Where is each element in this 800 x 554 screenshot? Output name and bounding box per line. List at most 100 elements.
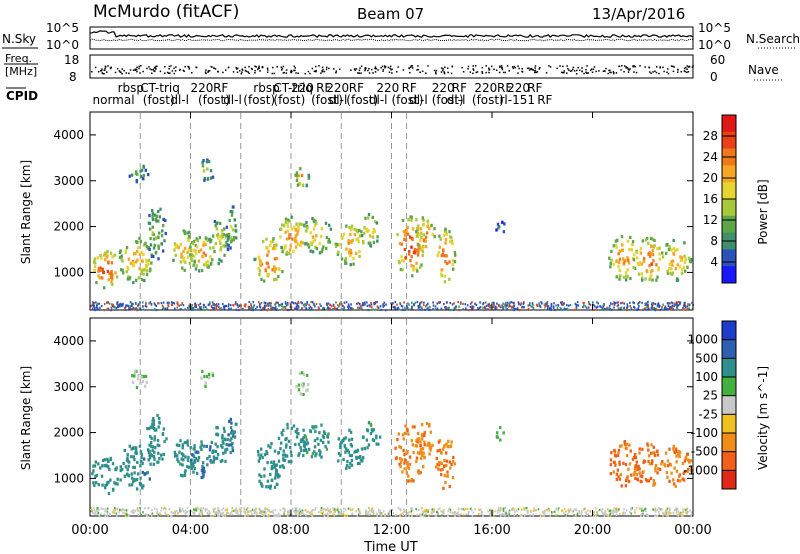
echo-cell: [201, 369, 204, 373]
echo-cell: [200, 475, 203, 480]
scatter-cell: [213, 510, 216, 513]
scatter-cell: [500, 509, 502, 512]
cpid-mode-label: (fost): [346, 93, 378, 107]
echo-cell: [314, 245, 317, 249]
echo-cell: [656, 449, 659, 453]
scatter-cell: [642, 308, 644, 311]
velocity-ylabel: Slant Range [km]: [19, 366, 33, 470]
scatter-cell: [217, 514, 219, 517]
echo-cell: [420, 231, 423, 235]
scatter-cell: [93, 305, 95, 308]
echo-cell: [320, 423, 323, 427]
echo-cell: [120, 257, 123, 261]
scatter-cell: [367, 512, 369, 515]
scatter-cell: [188, 304, 190, 307]
scatter-cell: [279, 509, 282, 512]
scatter-cell: [321, 512, 324, 515]
scatter-cell: [457, 300, 459, 304]
echo-cell: [416, 451, 420, 455]
echo-cell: [415, 459, 418, 464]
echo-cell: [657, 467, 660, 471]
echo-cell: [269, 445, 272, 449]
echo-cell: [183, 473, 187, 478]
echo-cell: [297, 383, 301, 387]
scatter-cell: [544, 509, 546, 512]
echo-cell: [441, 467, 444, 471]
echo-cell: [164, 218, 167, 223]
scatter-cell: [440, 510, 442, 513]
scatter-cell: [242, 307, 244, 310]
echo-cell: [267, 265, 270, 269]
echo-cell: [321, 247, 324, 251]
scatter-cell: [346, 305, 349, 308]
scatter-cell: [436, 302, 438, 305]
echo-cell: [438, 234, 441, 238]
scatter-cell: [305, 307, 308, 310]
freq-mark: [435, 71, 437, 73]
echo-cell: [672, 251, 675, 256]
colorbar-tick-label: 20: [703, 171, 718, 185]
scatter-cell: [642, 514, 645, 517]
scatter-cell: [181, 508, 184, 512]
cpid-mode-label: dl-l: [409, 93, 428, 107]
echo-cell: [451, 476, 455, 480]
scatter-cell: [305, 514, 307, 517]
echo-cell: [403, 233, 407, 237]
echo-cell: [452, 455, 455, 459]
scatter-cell: [433, 510, 436, 513]
freq-mark: [501, 67, 503, 69]
freq-mark: [241, 71, 243, 73]
scatter-cell: [620, 306, 623, 309]
colorbar-tick-label: -500: [691, 445, 718, 459]
scatter-cell: [132, 306, 134, 309]
freq-mark: [244, 69, 247, 72]
echo-cell: [263, 467, 266, 471]
echo-cell: [496, 431, 499, 435]
scatter-cell: [400, 513, 402, 516]
echo-cell: [151, 231, 154, 235]
scatter-cell: [427, 514, 430, 517]
scatter-cell: [518, 309, 521, 312]
scatter-cell: [267, 308, 270, 311]
echo-cell: [419, 471, 422, 475]
echo-cell: [396, 438, 399, 442]
scatter-cell: [596, 301, 598, 304]
scatter-cell: [274, 302, 277, 305]
echo-cell: [207, 265, 210, 269]
echo-cell: [345, 224, 348, 228]
scatter-cell: [654, 509, 656, 512]
scatter-cell: [239, 509, 241, 513]
freq-mark: [280, 66, 283, 68]
scatter-cell: [294, 302, 297, 305]
scatter-cell: [433, 508, 436, 511]
echo-cell: [142, 375, 146, 379]
echo-cell: [351, 239, 354, 243]
scatter-cell: [94, 307, 96, 310]
scatter-cell: [100, 514, 102, 517]
freq-mark: [138, 67, 140, 70]
scatter-cell: [225, 304, 227, 307]
scatter-cell: [676, 306, 678, 309]
scatter-cell: [145, 513, 148, 517]
scatter-cell: [639, 300, 641, 304]
echo-cell: [197, 450, 200, 454]
echo-cell: [155, 214, 158, 218]
freq-mark: [156, 65, 158, 67]
scatter-cell: [214, 507, 216, 510]
echo-cell: [267, 485, 271, 489]
echo-cell: [651, 459, 654, 463]
echo-cell: [633, 466, 637, 470]
echo-cell: [133, 471, 136, 475]
scatter-cell: [630, 308, 633, 311]
echo-cell: [140, 455, 143, 460]
colorbar-tick-label: 25: [703, 389, 718, 403]
echo-cell: [104, 258, 107, 262]
echo-cell: [118, 255, 122, 259]
echo-cell: [344, 258, 347, 263]
echo-cell: [199, 445, 202, 449]
echo-cell: [125, 270, 128, 274]
scatter-cell: [170, 511, 173, 514]
echo-cell: [637, 464, 640, 468]
echo-cell: [683, 260, 687, 264]
echo-cell: [641, 278, 644, 282]
